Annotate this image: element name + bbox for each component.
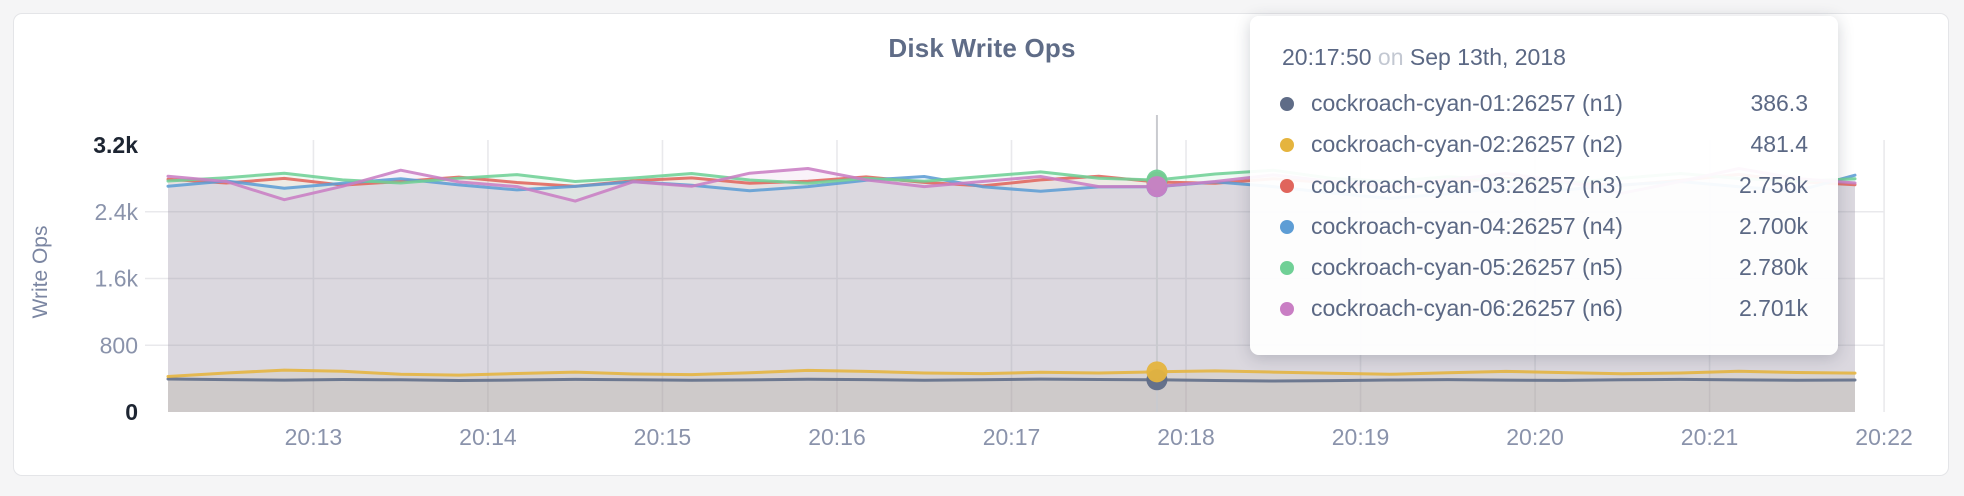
hover-tooltip: 20:17:50 on Sep 13th, 2018 cockroach-cya…	[1250, 16, 1838, 355]
series-dot-icon	[1280, 301, 1294, 316]
tooltip-series-row: cockroach-cyan-01:26257 (n1) 386.3	[1280, 83, 1808, 124]
tooltip-series-row: cockroach-cyan-06:26257 (n6) 2.701k	[1280, 288, 1808, 329]
tooltip-series-value: 2.780k	[1738, 254, 1808, 280]
x-tick-label: 20:16	[808, 424, 866, 450]
y-tick-label: 2.4k	[95, 199, 139, 225]
tooltip-series-label: cockroach-cyan-06:26257 (n6)	[1311, 295, 1623, 321]
tooltip-series-value: 2.701k	[1738, 295, 1808, 321]
tooltip-series-row: cockroach-cyan-02:26257 (n2) 481.4	[1280, 124, 1808, 165]
x-tick-label: 20:17	[983, 424, 1041, 450]
y-tick-label: 1.6k	[95, 266, 139, 292]
x-tick-label: 20:19	[1332, 424, 1390, 450]
tooltip-series-row: cockroach-cyan-03:26257 (n3) 2.756k	[1280, 165, 1808, 206]
x-tick-label: 20:21	[1681, 424, 1739, 450]
x-tick-label: 20:14	[459, 424, 517, 450]
x-tick-label: 20:18	[1157, 424, 1215, 450]
tooltip-series-label: cockroach-cyan-05:26257 (n5)	[1311, 254, 1623, 280]
x-tick-label: 20:22	[1855, 424, 1913, 450]
tooltip-series-label: cockroach-cyan-02:26257 (n2)	[1311, 131, 1623, 157]
tooltip-series-value: 386.3	[1750, 90, 1808, 116]
tooltip-series-label: cockroach-cyan-04:26257 (n4)	[1311, 213, 1623, 239]
y-axis-label: Write Ops	[29, 226, 52, 319]
tooltip-series-value: 2.700k	[1738, 213, 1808, 239]
tooltip-series-value: 481.4	[1750, 131, 1808, 157]
tooltip-series-label: cockroach-cyan-01:26257 (n1)	[1311, 90, 1623, 116]
tooltip-date: Sep 13th, 2018	[1409, 44, 1566, 70]
tooltip-timestamp: 20:17:50 on Sep 13th, 2018	[1280, 44, 1808, 71]
y-tick-label: 0	[125, 399, 138, 425]
series-dot-icon	[1280, 96, 1294, 111]
hover-dot-n2	[1146, 361, 1168, 383]
tooltip-series-value: 2.756k	[1738, 172, 1808, 198]
series-line-n2	[166, 368, 1857, 378]
y-tick-label: 3.2k	[93, 132, 138, 158]
x-tick-label: 20:20	[1506, 424, 1564, 450]
x-tick-label: 20:15	[634, 424, 692, 450]
series-dot-icon	[1280, 178, 1294, 193]
tooltip-series-label: cockroach-cyan-03:26257 (n3)	[1311, 172, 1623, 198]
series-dot-icon	[1280, 219, 1294, 234]
y-tick-label: 800	[100, 332, 138, 358]
series-line-n1	[166, 377, 1857, 383]
tooltip-time: 20:17:50	[1282, 44, 1372, 70]
series-area-n1	[168, 379, 1855, 412]
tooltip-conjunction: on	[1377, 44, 1404, 70]
tooltip-series-row: cockroach-cyan-05:26257 (n5) 2.780k	[1280, 247, 1808, 288]
tooltip-series-row: cockroach-cyan-04:26257 (n4) 2.700k	[1280, 206, 1808, 247]
tooltip-series-list: cockroach-cyan-01:26257 (n1) 386.3 cockroa…	[1280, 83, 1808, 329]
series-dot-icon	[1280, 260, 1294, 275]
hover-dot-n6	[1146, 176, 1168, 198]
x-tick-label: 20:13	[285, 424, 343, 450]
chart-title: Disk Write Ops	[888, 33, 1076, 63]
series-dot-icon	[1280, 137, 1294, 152]
